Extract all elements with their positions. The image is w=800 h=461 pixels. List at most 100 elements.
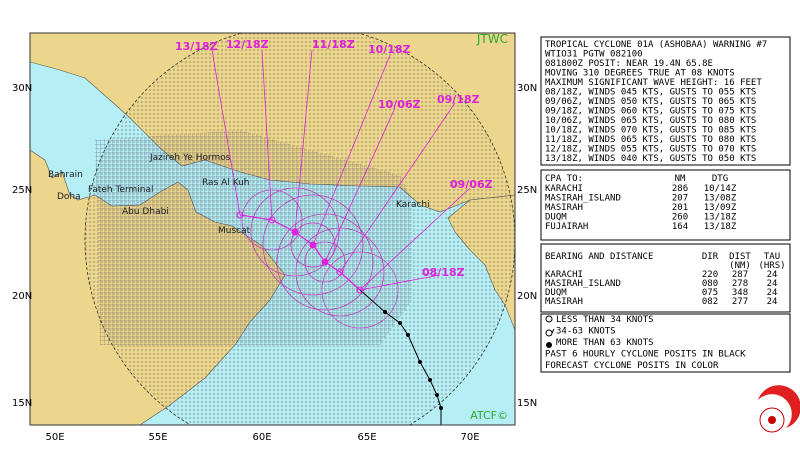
legend-item: PAST 6 HOURLY CYCLONE POSITS IN BLACK bbox=[545, 350, 746, 360]
legend-symbols bbox=[545, 315, 555, 348]
label-leaders bbox=[211, 49, 471, 291]
forecast-open-points bbox=[236, 211, 364, 294]
cpa-cell: 13/18Z bbox=[704, 222, 737, 232]
forecast-label: 09/18Z bbox=[437, 93, 480, 106]
warning-line: 09/18Z, WINDS 060 KTS, GUSTS TO 075 KTS bbox=[545, 107, 756, 117]
forecast-label: 09/06Z bbox=[450, 178, 493, 191]
warning-line: TROPICAL CYCLONE 01A (ASHOBAA) WARNING #… bbox=[545, 40, 767, 50]
cpa-cell: 164 bbox=[672, 222, 688, 232]
lon-label: 65E bbox=[357, 432, 376, 443]
bearing-header: DIR bbox=[702, 252, 719, 262]
legend-item: LESS THAN 34 KNOTS bbox=[556, 315, 654, 325]
lat-label: 30N bbox=[12, 83, 32, 94]
place-name: Karachi bbox=[396, 200, 430, 210]
lat-label: 15N bbox=[517, 398, 537, 409]
forecast-points bbox=[291, 228, 329, 266]
lon-label: 55E bbox=[148, 432, 167, 443]
bearing-subheader: (NM) bbox=[729, 261, 751, 271]
bearing-cell: 287 bbox=[732, 270, 748, 280]
lat-label: 20N bbox=[517, 291, 537, 302]
logo bbox=[758, 385, 800, 433]
bearing-cell: 082 bbox=[702, 297, 718, 307]
warning-line: 12/18Z, WINDS 055 KTS, GUSTS TO 070 KTS bbox=[545, 145, 756, 155]
place-name: Doha bbox=[57, 192, 81, 202]
lat-label: 25N bbox=[517, 185, 537, 196]
place-name: Ras Al Kuh bbox=[202, 178, 250, 188]
warning-line: 10/06Z, WINDS 065 KTS, GUSTS TO 080 KTS bbox=[545, 116, 756, 126]
map-frame bbox=[29, 32, 516, 426]
bearing-cell: 220 bbox=[702, 270, 718, 280]
warning-line: MAXIMUM SIGNIFICANT WAVE HEIGHT: 16 FEET bbox=[545, 78, 762, 88]
cpa-cell: FUJAIRAH bbox=[545, 222, 588, 232]
place-name: Abu Dhabi bbox=[122, 207, 169, 217]
panel-box bbox=[540, 243, 791, 313]
cpa-cell: KARACHI bbox=[545, 184, 583, 194]
place-name: Jazireh Ye Hormos bbox=[149, 153, 231, 163]
map bbox=[30, 33, 515, 425]
cpa-cell: MASIRAH_ISLAND bbox=[545, 194, 621, 204]
lon-label: 60E bbox=[252, 432, 271, 443]
bearing-cell: 075 bbox=[702, 288, 718, 298]
warning-line: 11/18Z, WINDS 065 KTS, GUSTS TO 080 KTS bbox=[545, 135, 756, 145]
cpa-header: NM bbox=[675, 174, 686, 184]
lat-label: 20N bbox=[12, 291, 32, 302]
bearing-cell: KARACHI bbox=[545, 270, 583, 280]
bearing-cell: 24 bbox=[767, 288, 778, 298]
warning-line: WTIO31 PGTW 082100 bbox=[545, 50, 643, 60]
cpa-cell: DUQM bbox=[545, 213, 567, 223]
legend-item: MORE THAN 63 KNOTS bbox=[556, 338, 654, 348]
legend-item: FORECAST CYCLONE POSITS IN COLOR bbox=[545, 361, 719, 371]
warning-line: 10/18Z, WINDS 070 KTS, GUSTS TO 085 KTS bbox=[545, 126, 756, 136]
panel-box bbox=[540, 169, 791, 241]
warning-line: 08/18Z, WINDS 045 KTS, GUSTS TO 055 KTS bbox=[545, 88, 756, 98]
cpa-cell: 13/18Z bbox=[704, 213, 737, 223]
bearing-cell: MASIRAH bbox=[545, 297, 583, 307]
warning-line: 09/06Z, WINDS 050 KTS, GUSTS TO 065 KTS bbox=[545, 97, 756, 107]
cpa-cell: 207 bbox=[672, 194, 688, 204]
place-name: Bahrain bbox=[48, 170, 83, 180]
warning-line: 13/18Z, WINDS 040 KTS, GUSTS TO 050 KTS bbox=[545, 154, 756, 164]
lat-label: 30N bbox=[517, 83, 537, 94]
credit: ATCF© bbox=[470, 409, 508, 422]
forecast-label: 10/18Z bbox=[368, 43, 411, 56]
bearing-cell: 080 bbox=[702, 279, 718, 289]
cpa-cell: 10/14Z bbox=[704, 184, 737, 194]
lon-label: 70E bbox=[460, 432, 479, 443]
forecast-label: 08/18Z bbox=[422, 266, 465, 279]
forecast-label: 11/18Z bbox=[312, 38, 355, 51]
cpa-cell: 13/08Z bbox=[704, 194, 737, 204]
bearing-cell: DUQM bbox=[545, 288, 567, 298]
panel-box bbox=[540, 313, 791, 373]
bearing-header: DIST bbox=[729, 252, 751, 262]
forecast-label: 10/06Z bbox=[378, 98, 421, 111]
wind-radii bbox=[241, 187, 399, 329]
cpa-header: DTG bbox=[712, 174, 728, 184]
bearing-cell: 24 bbox=[767, 270, 778, 280]
cpa-cell: 260 bbox=[672, 213, 688, 223]
place-name: Fateh Terminal bbox=[88, 185, 154, 195]
bearing-subheader: (HRS) bbox=[758, 261, 785, 271]
cpa-cell: MASIRAH bbox=[545, 203, 583, 213]
cpa-header: CPA TO: bbox=[545, 174, 583, 184]
bearing-cell: 24 bbox=[767, 297, 778, 307]
legend-item: 34-63 KNOTS bbox=[556, 327, 616, 337]
cpa-cell: 286 bbox=[672, 184, 688, 194]
bearing-header: BEARING AND DISTANCE bbox=[545, 252, 653, 262]
bearing-cell: 277 bbox=[732, 297, 748, 307]
panel-box bbox=[540, 36, 791, 166]
bearing-cell: 24 bbox=[767, 279, 778, 289]
place-name: Muscat bbox=[218, 226, 251, 236]
bearing-cell: 348 bbox=[732, 288, 748, 298]
forecast-label: 12/18Z bbox=[226, 38, 269, 51]
bearing-header: TAU bbox=[764, 252, 780, 262]
lat-label: 15N bbox=[12, 398, 32, 409]
cpa-cell: 201 bbox=[672, 203, 688, 213]
agency: JTWC bbox=[476, 32, 508, 46]
lon-label: 50E bbox=[45, 432, 64, 443]
forecast-label: 13/18Z bbox=[175, 40, 218, 53]
lat-label: 25N bbox=[12, 185, 32, 196]
bearing-cell: MASIRAH_ISLAND bbox=[545, 279, 621, 289]
past-points bbox=[383, 310, 443, 410]
warning-line: 081800Z POSIT: NEAR 19.4N 65.8E bbox=[545, 59, 713, 69]
